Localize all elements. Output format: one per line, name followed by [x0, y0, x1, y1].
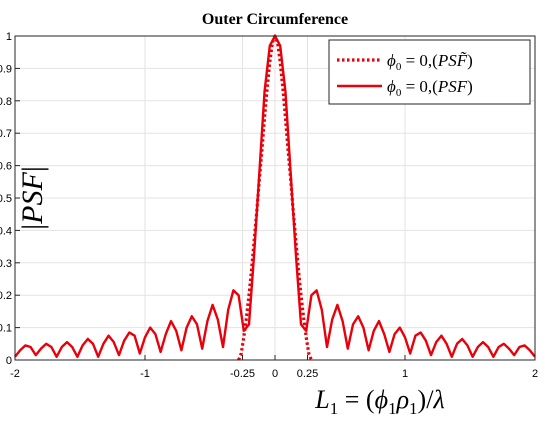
legend-label-psf-tilde: ϕ0 = 0,(PSF̃) — [387, 51, 473, 73]
legend-box — [328, 39, 531, 105]
x-axis-label: L1 = (ϕ1ρ1)/λ — [314, 385, 444, 418]
svg-text:|PSF|: |PSF| — [16, 166, 49, 230]
y-tick-label: 0.6 — [0, 161, 12, 173]
chart-title: Outer Circumference — [202, 11, 348, 28]
y-tick-label: 0.1 — [0, 323, 12, 335]
x-tick-label: 1 — [402, 368, 408, 380]
ticks: -2 -1 -0.25 0 0.25 1 2 0 0.1 0.2 0.3 0.4 0.5 0.6 0.7 0.… — [0, 31, 538, 380]
x-tick-label: 0 — [272, 368, 278, 380]
svg-text:L1 = (ϕ1ρ1)/λ: L1 = (ϕ1ρ1)/λ — [314, 385, 444, 418]
x-tick-label: -1 — [140, 368, 150, 380]
y-tick-label: 0.4 — [0, 225, 12, 237]
y-tick-label: 0.7 — [0, 128, 12, 140]
y-axis-label: |PSF| — [16, 166, 49, 230]
y-tick-label: 0.3 — [0, 258, 12, 270]
x-tick-label: 2 — [532, 368, 538, 380]
y-tick-label: 0.2 — [0, 290, 12, 302]
y-tick-label: 0.9 — [0, 63, 12, 75]
x-tick-label: 0.25 — [297, 368, 318, 380]
y-tick-label: 0.8 — [0, 96, 12, 108]
x-tick-label: -2 — [10, 368, 20, 380]
x-tick-label: -0.25 — [230, 368, 255, 380]
y-tick-label: 0 — [6, 355, 12, 367]
y-tick-label: 0.5 — [0, 193, 12, 205]
legend-label-psf: ϕ0 = 0,(PSF) — [387, 77, 473, 99]
legend: ϕ0 = 0,(PSF̃) ϕ0 = 0,(PSF) — [328, 39, 531, 105]
y-tick-label: 1 — [6, 31, 12, 43]
